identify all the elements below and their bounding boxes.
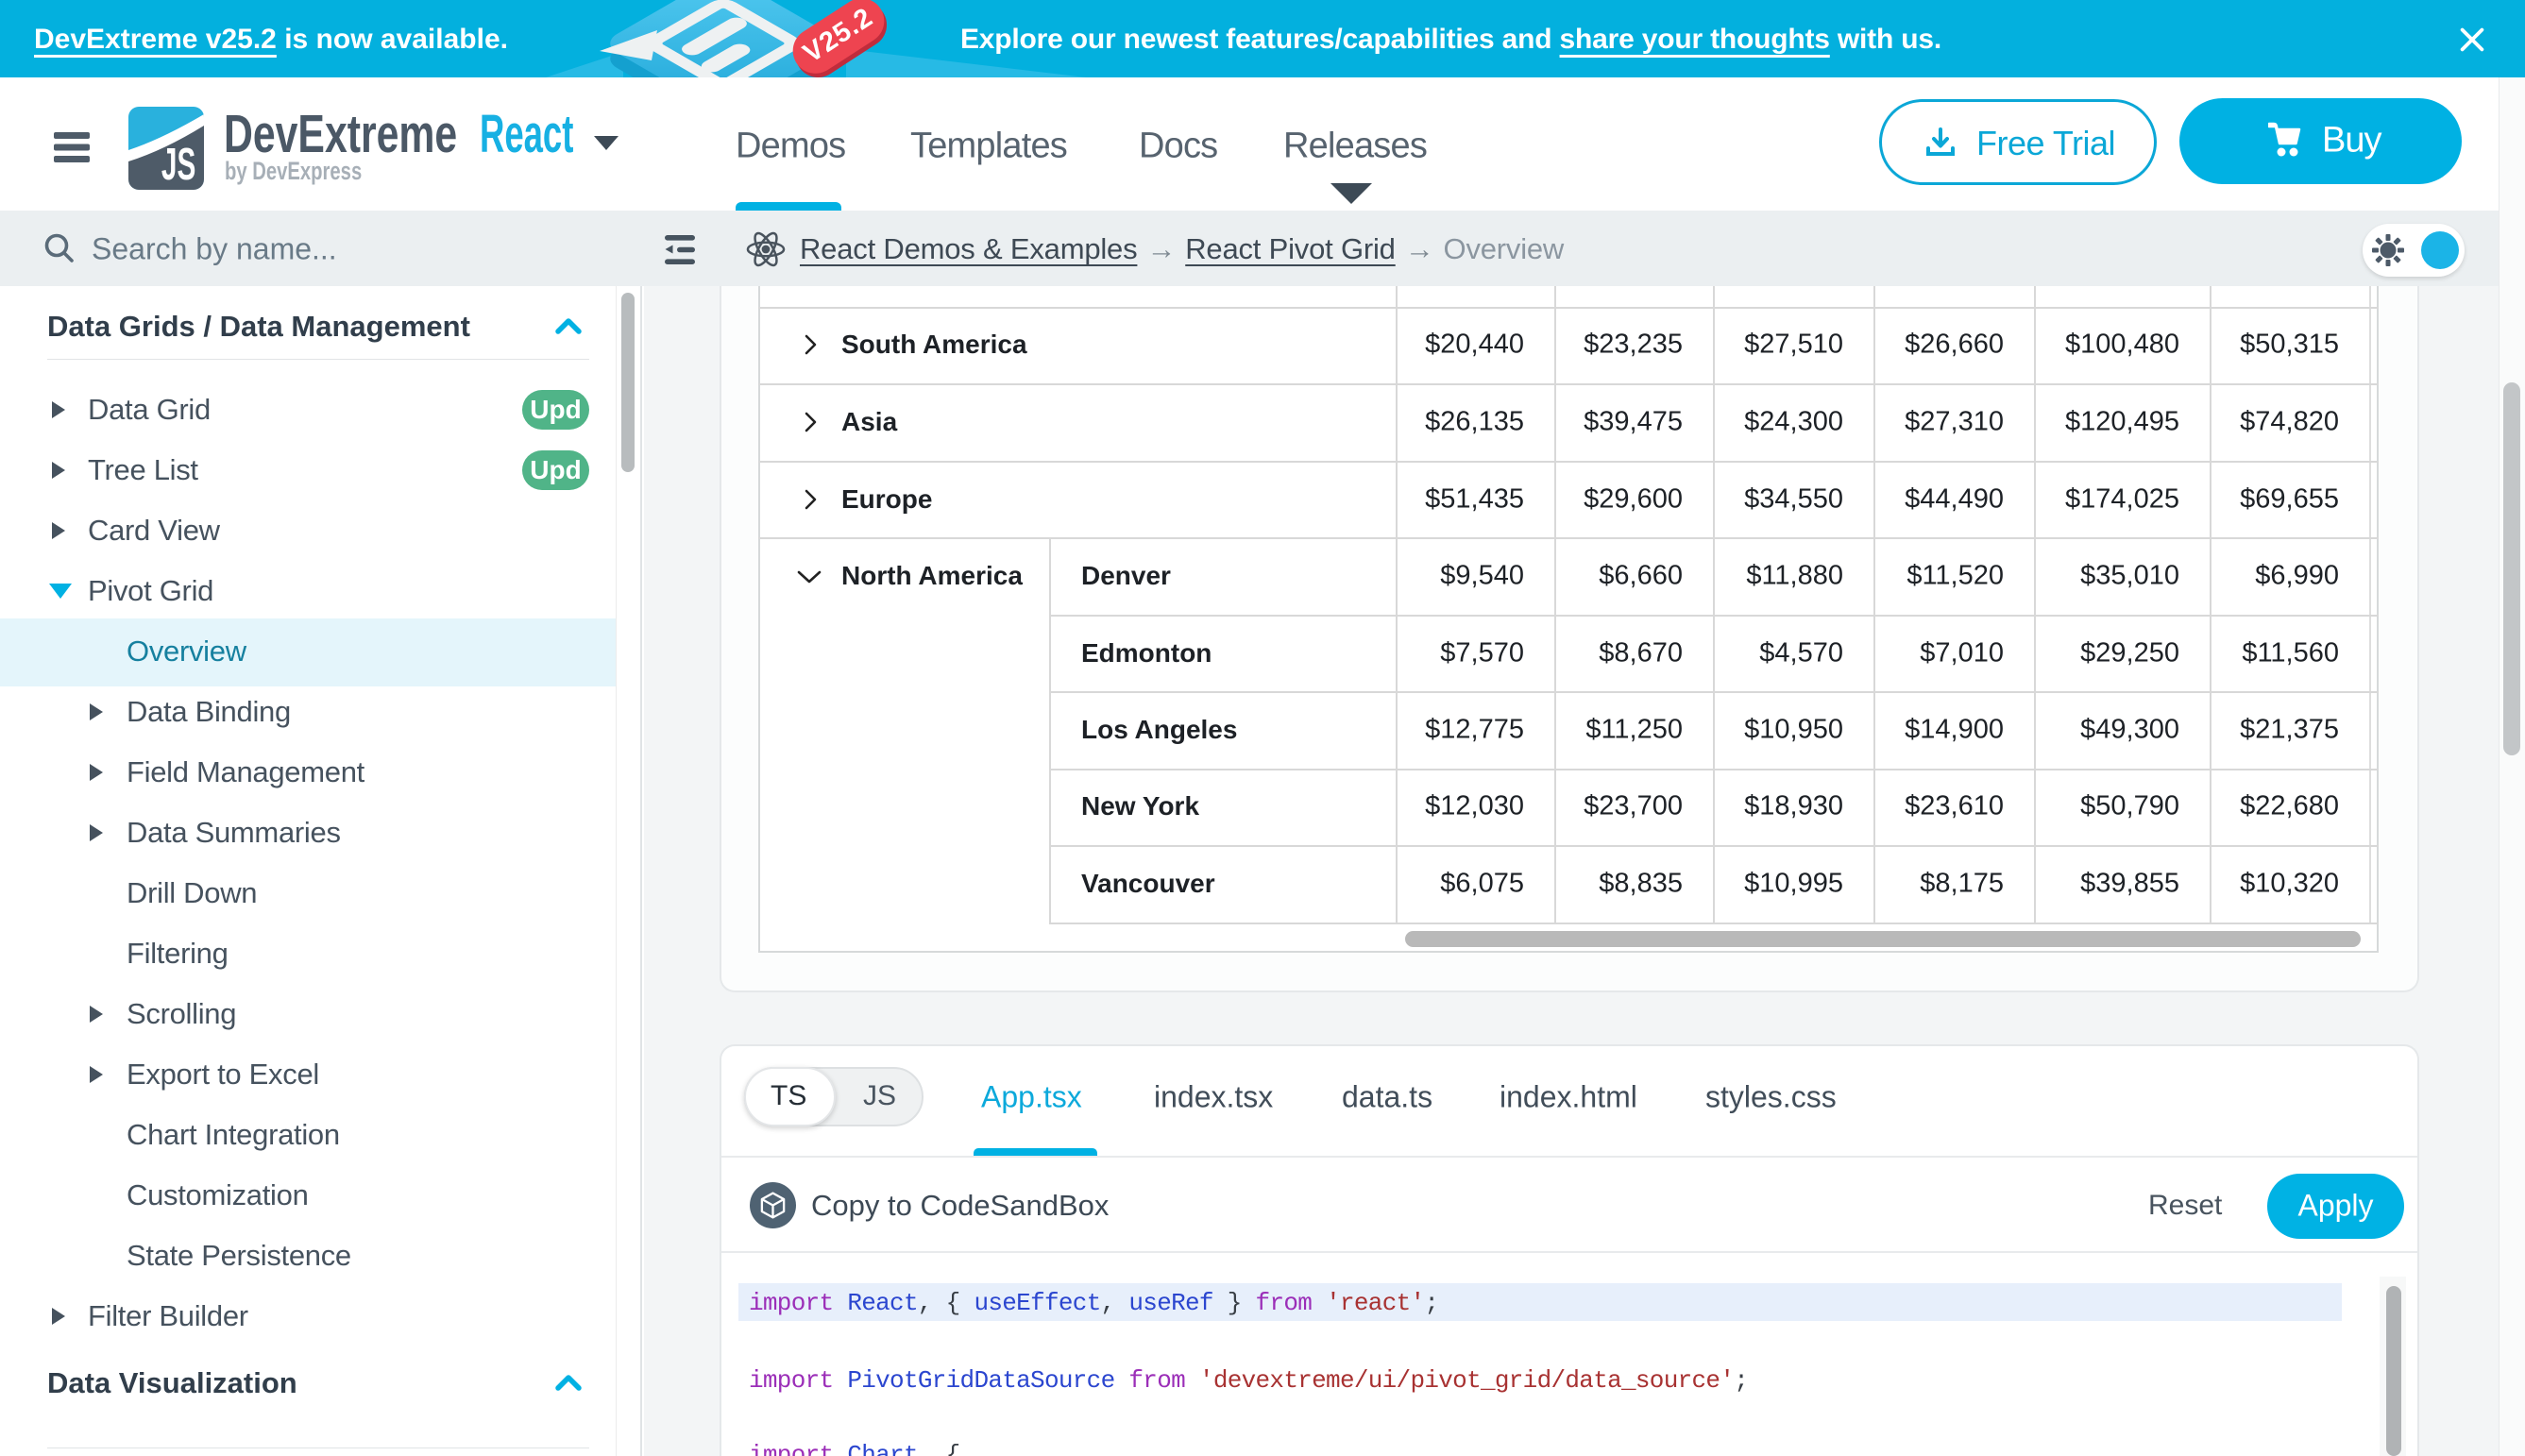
svg-text:JS: JS	[161, 140, 195, 190]
